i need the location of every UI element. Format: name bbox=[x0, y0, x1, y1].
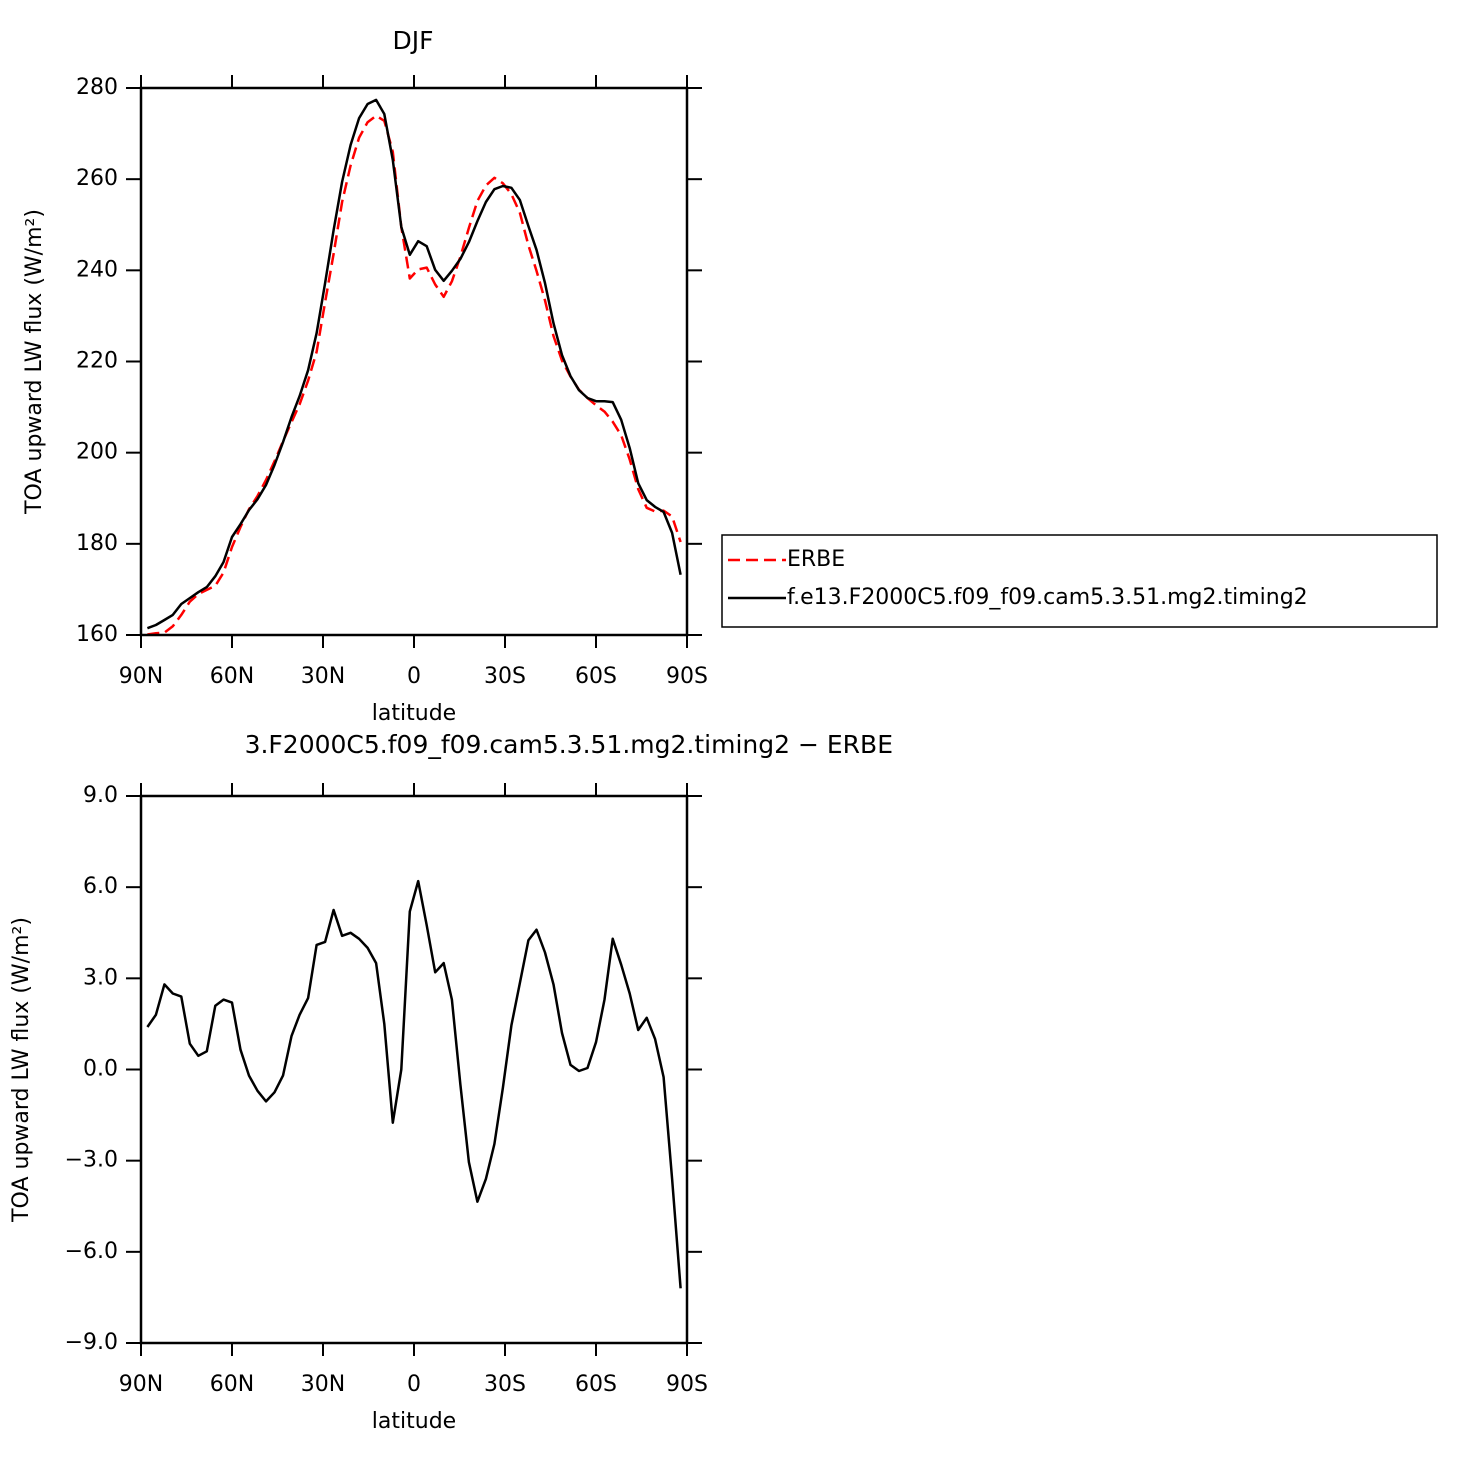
y-tick-label: 280 bbox=[76, 75, 118, 100]
x-tick-label: 30S bbox=[484, 664, 526, 689]
y-tick-label: 180 bbox=[76, 531, 118, 556]
x-tick-label: 0 bbox=[407, 664, 421, 689]
y-tick-label: −9.0 bbox=[65, 1330, 118, 1355]
x-tick-label: 30S bbox=[484, 1372, 526, 1397]
chart-title: DJF bbox=[392, 26, 433, 55]
data-line bbox=[147, 114, 682, 636]
y-axis-label: TOA upward LW flux (W/m²) bbox=[22, 209, 47, 515]
legend-label: f.e13.F2000C5.f09_f09.cam5.3.51.mg2.timi… bbox=[787, 585, 1308, 610]
data-line bbox=[146, 879, 682, 1289]
y-tick-label: 0.0 bbox=[83, 1057, 118, 1082]
x-tick-label: 60S bbox=[575, 1372, 617, 1397]
y-tick-label: 3.0 bbox=[83, 965, 118, 990]
plot-frame bbox=[139, 86, 689, 637]
y-tick-label: 260 bbox=[76, 166, 118, 191]
x-tick-label: 30N bbox=[301, 664, 345, 689]
x-tick-label: 90N bbox=[119, 664, 163, 689]
x-tick-label: 30N bbox=[301, 1372, 345, 1397]
x-tick-label: 90S bbox=[666, 1372, 708, 1397]
x-tick-label: 60S bbox=[575, 664, 617, 689]
x-tick-label: 60N bbox=[210, 1372, 254, 1397]
y-tick-label: 6.0 bbox=[83, 874, 118, 899]
plot-frame bbox=[139, 794, 689, 1345]
x-tick-label: 0 bbox=[407, 1372, 421, 1397]
y-tick-label: 9.0 bbox=[83, 783, 118, 808]
x-axis-label: latitude bbox=[372, 701, 456, 726]
y-tick-label: 200 bbox=[76, 440, 118, 465]
y-tick-label: 240 bbox=[76, 257, 118, 282]
legend-label: ERBE bbox=[787, 547, 845, 572]
legend-box bbox=[721, 534, 1438, 628]
y-tick-label: −6.0 bbox=[65, 1239, 118, 1264]
y-tick-label: 220 bbox=[76, 349, 118, 374]
chart-title: 3.F2000C5.f09_f09.cam5.3.51.mg2.timing2 … bbox=[245, 730, 893, 759]
x-tick-label: 90N bbox=[119, 1372, 163, 1397]
x-tick-label: 90S bbox=[666, 664, 708, 689]
y-tick-label: 160 bbox=[76, 622, 118, 647]
x-axis-label: latitude bbox=[372, 1409, 456, 1434]
y-tick-label: −3.0 bbox=[65, 1148, 118, 1173]
data-line bbox=[146, 98, 682, 630]
y-axis-label: TOA upward LW flux (W/m²) bbox=[9, 917, 34, 1223]
x-tick-label: 60N bbox=[210, 664, 254, 689]
